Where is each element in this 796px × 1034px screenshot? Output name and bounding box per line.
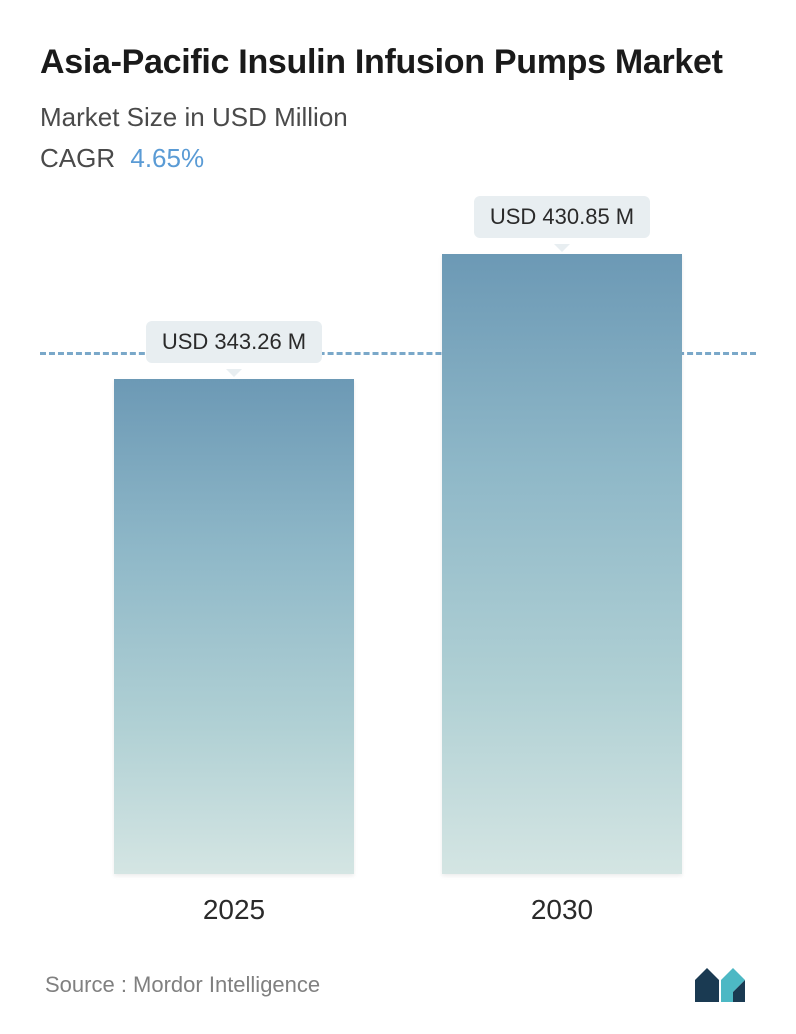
chart-area: USD 343.26 M USD 430.85 M (40, 224, 756, 874)
bar-group-1: USD 430.85 M (442, 196, 682, 874)
footer: Source : Mordor Intelligence (40, 966, 756, 1004)
logo-icon (693, 966, 751, 1004)
chart-container: Asia-Pacific Insulin Infusion Pumps Mark… (0, 0, 796, 1034)
x-label-0: 2025 (114, 894, 354, 926)
cagr-row: CAGR 4.65% (40, 143, 756, 174)
cagr-value: 4.65% (130, 143, 204, 173)
x-axis-labels: 2025 2030 (40, 894, 756, 926)
chart-title: Asia-Pacific Insulin Infusion Pumps Mark… (40, 40, 756, 84)
bar-group-0: USD 343.26 M (114, 321, 354, 874)
bar-label-0: USD 343.26 M (146, 321, 322, 363)
bar-pointer-0 (226, 369, 242, 377)
brand-logo (693, 966, 751, 1004)
source-text: Source : Mordor Intelligence (45, 972, 320, 998)
bar-pointer-1 (554, 244, 570, 252)
bar-1 (442, 254, 682, 874)
cagr-label: CAGR (40, 143, 115, 173)
x-label-1: 2030 (442, 894, 682, 926)
bar-0 (114, 379, 354, 874)
chart-subtitle: Market Size in USD Million (40, 102, 756, 133)
bar-label-1: USD 430.85 M (474, 196, 650, 238)
